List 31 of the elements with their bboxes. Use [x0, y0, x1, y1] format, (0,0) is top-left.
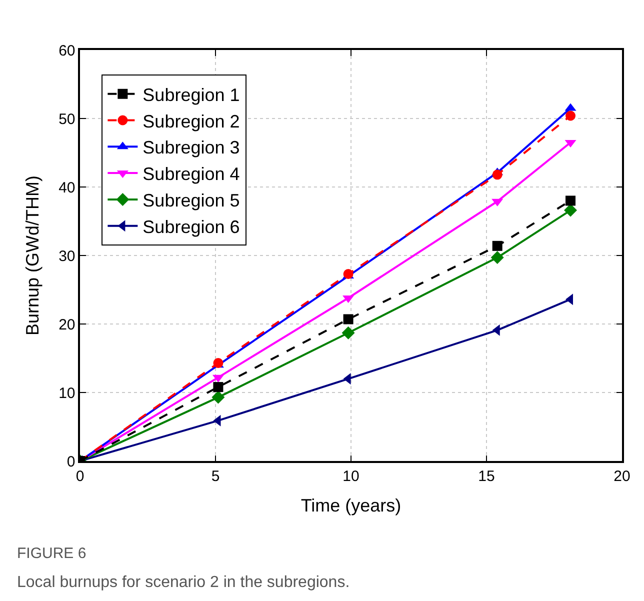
x-tick-label: 10 [342, 468, 360, 485]
y-tick-label: 60 [58, 42, 76, 60]
x-tick-label: 20 [614, 468, 630, 485]
y-tick-label: 50 [58, 110, 76, 128]
legend-label: Subregion 5 [142, 190, 240, 210]
point [492, 240, 502, 251]
point [566, 196, 576, 206]
y-tick-label: 0 [66, 453, 76, 470]
text: Local burnups for scenario 2 in the subregions. [17, 574, 350, 591]
y-tick-label: 20 [58, 316, 76, 334]
point [490, 251, 504, 264]
point [212, 390, 225, 404]
point [342, 326, 355, 340]
point [343, 314, 354, 324]
caption: FIGURE 6 [17, 545, 86, 562]
x-tick-label: 5 [211, 468, 220, 485]
y-tick-label: 10 [58, 384, 76, 402]
point [566, 110, 576, 121]
legend-label: Subregion 2 [142, 111, 240, 132]
point [492, 170, 502, 180]
legend-label: Subregion 6 [142, 216, 240, 237]
legend-label: Subregion 1 [142, 84, 240, 105]
point [213, 382, 224, 392]
y-axis-title: Burnup (GWd/THM) [22, 175, 42, 336]
legend-label: Subregion 4 [142, 164, 240, 184]
y-tick-label: 30 [58, 248, 76, 265]
x-axis-title: Time (years) [300, 495, 402, 516]
y-tick-label: 40 [58, 179, 76, 196]
x-tick-label: 15 [478, 468, 495, 485]
legend-label: Subregion 3 [142, 138, 240, 158]
point [564, 204, 578, 217]
